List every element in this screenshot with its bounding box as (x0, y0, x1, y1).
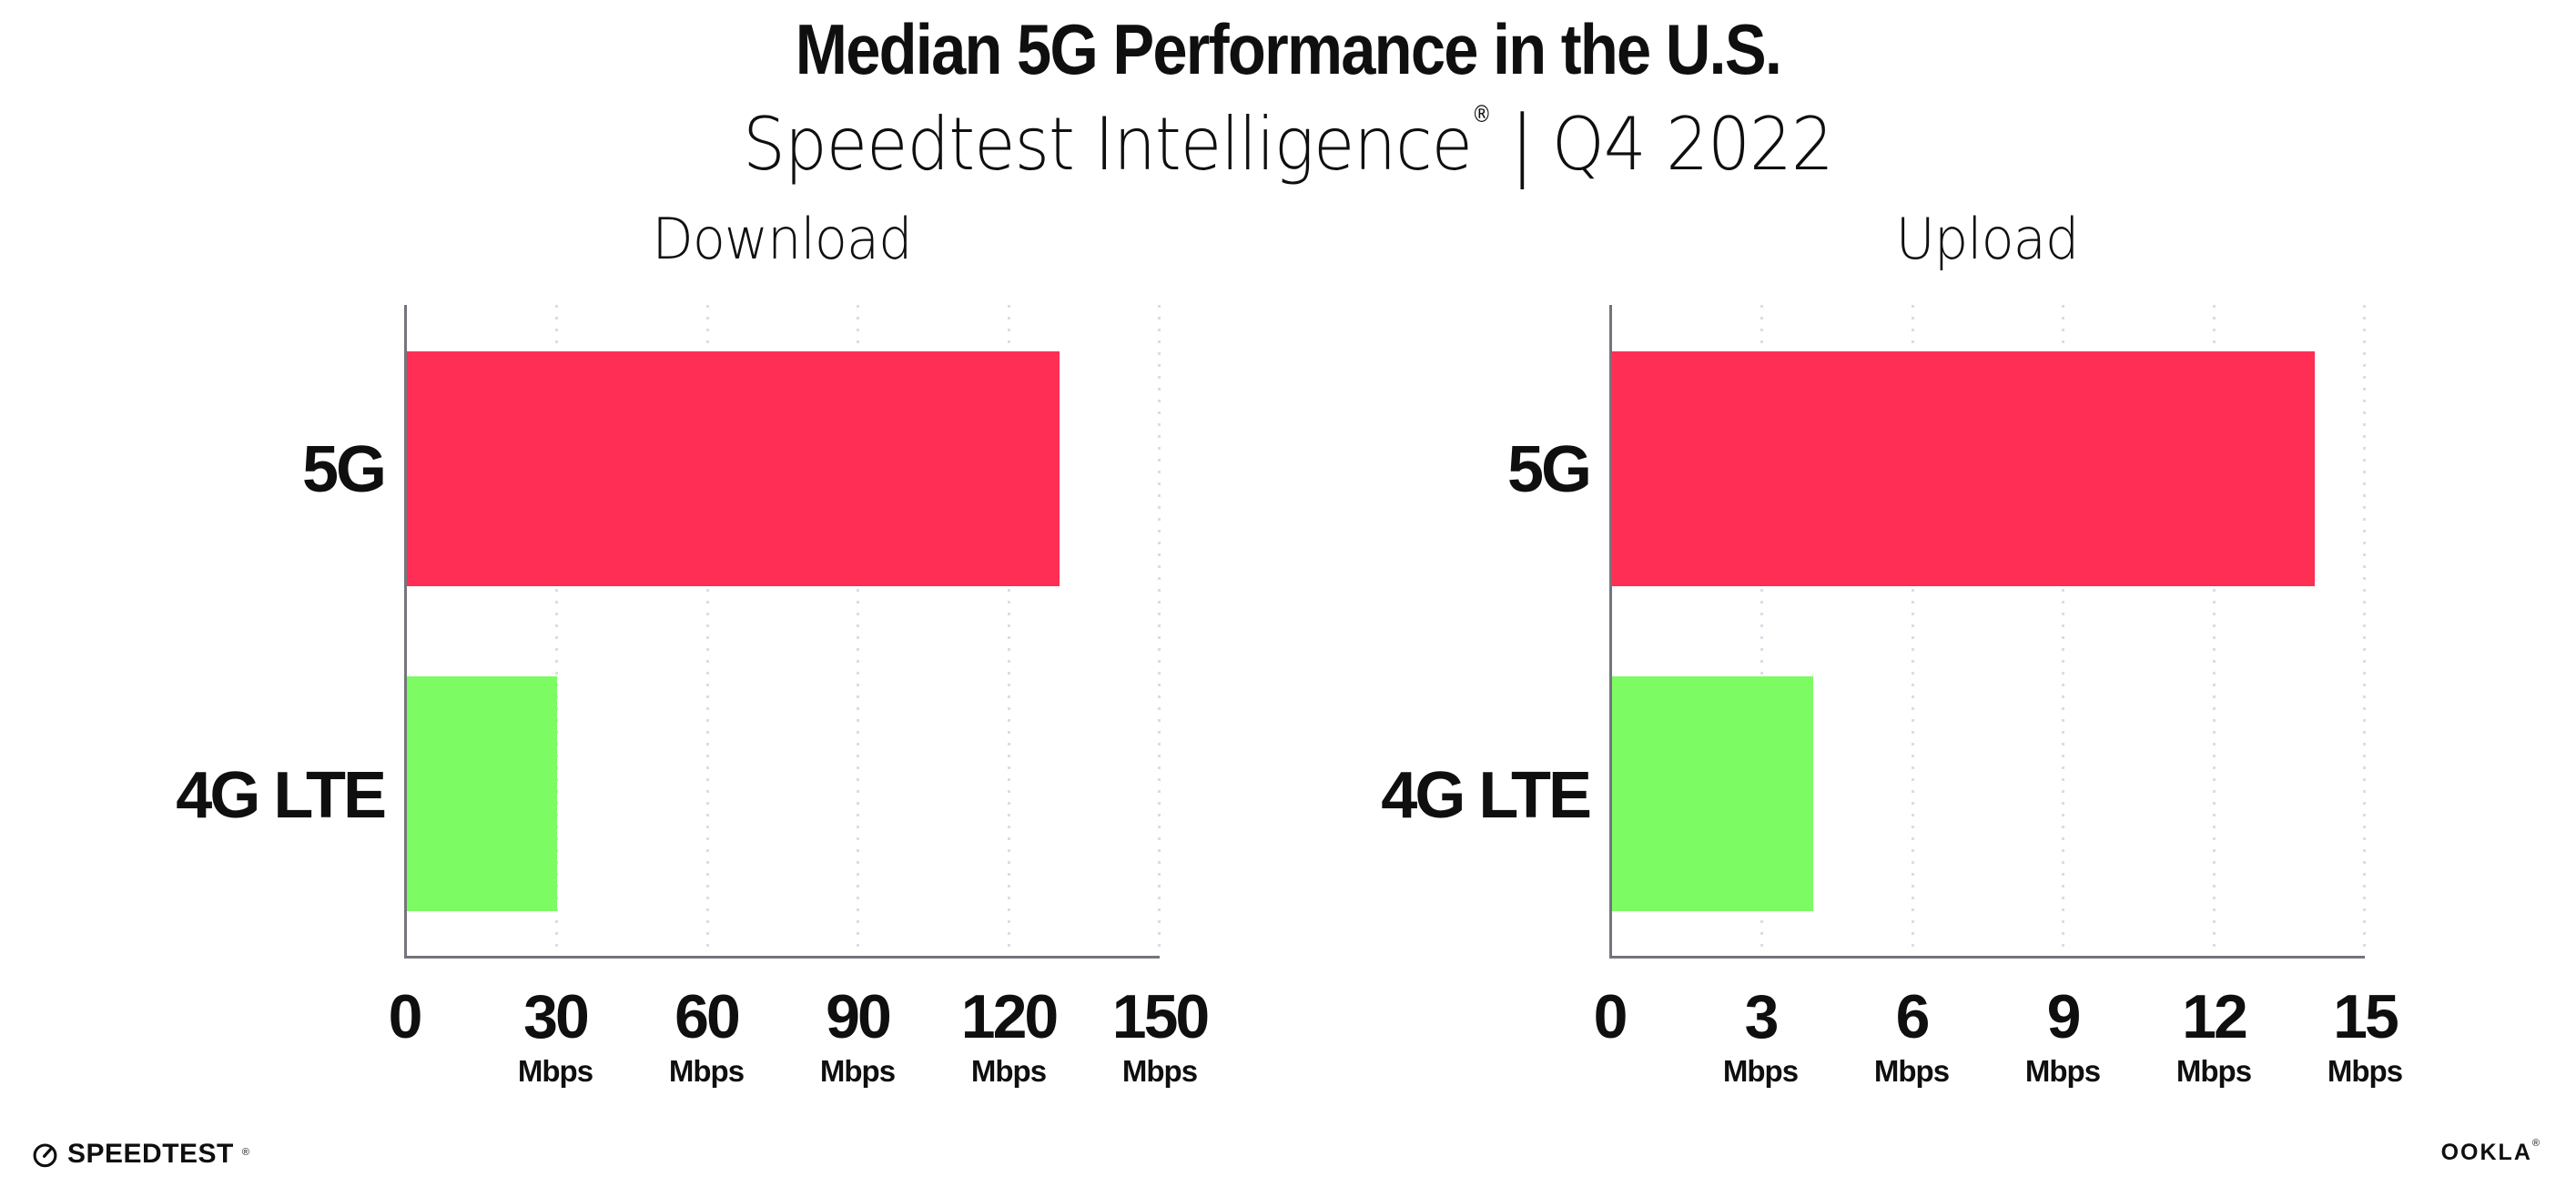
x-tick: 120 Mbps (960, 982, 1059, 1088)
speedtest-wordmark: SPEEDTEST (67, 1139, 234, 1169)
x-tick: 6 Mbps (1873, 982, 1950, 1088)
x-tick: 0 (388, 982, 423, 1051)
gridline (705, 305, 709, 956)
upload-x-axis-ticks: 0 3 Mbps 6 Mbps 9 Mbps 12 Mbps 15 Mbps (1594, 982, 2404, 1113)
x-tick-unit: Mbps (517, 1054, 593, 1088)
x-tick-unit: Mbps (1873, 1054, 1950, 1088)
gridline (2062, 305, 2065, 956)
speedtest-logo: SPEEDTEST ® (31, 1139, 249, 1170)
x-tick-unit: Mbps (819, 1054, 896, 1088)
subtitle-period: Q4 2022 (1551, 102, 1834, 187)
ookla-registered-mark: ® (2531, 1138, 2541, 1149)
ookla-wordmark: OOKLA (2440, 1140, 2532, 1165)
x-tick: 30 Mbps (518, 986, 593, 1086)
x-tick-value: 30 (523, 982, 590, 1051)
x-tick-value: 150 (1111, 982, 1210, 1051)
x-tick: 90 Mbps (819, 982, 896, 1088)
speedtest-gauge-icon (33, 1142, 57, 1167)
bar-4g-lte (407, 676, 558, 912)
gridline (2212, 305, 2216, 956)
x-tick: 15 Mbps (2327, 982, 2403, 1088)
x-tick: 0 (1593, 982, 1628, 1051)
x-tick-value: 15 (2333, 982, 2399, 1051)
gridline (1158, 305, 1161, 956)
x-tick-unit: Mbps (2175, 1054, 2252, 1088)
x-tick: 12 Mbps (2175, 982, 2252, 1088)
download-plot-area (404, 305, 1161, 959)
upload-chart-title: Upload (1895, 206, 2080, 272)
gridline (857, 305, 860, 956)
download-chart: Download 5G 4G LTE 0 30 Mbps 60 Mbps 90 Mbps 12… (167, 206, 1211, 1120)
upload-plot-area (1609, 305, 2366, 959)
x-tick-unit: Mbps (2024, 1054, 2101, 1088)
x-tick-value: 90 (826, 982, 892, 1051)
gridline (1760, 305, 1764, 956)
upload-y-axis-labels: 5G 4G LTE (1373, 305, 1592, 959)
gridline (1911, 305, 1914, 956)
page-subtitle: Speedtest Intelligence® | Q4 2022 (103, 99, 2473, 190)
bar-4g-lte (1612, 676, 1813, 912)
bar-5g (1612, 351, 2315, 586)
ookla-logo: OOKLA® (2440, 1138, 2541, 1166)
gridline (1007, 305, 1010, 956)
page-title: Median 5G Performance in the U.S. (795, 9, 1782, 89)
x-tick-value: 12 (2182, 982, 2248, 1051)
x-tick-unit: Mbps (1121, 1054, 1198, 1088)
subtitle-separator: | (1509, 99, 1535, 190)
download-chart-title: Download (652, 206, 912, 272)
x-tick-unit: Mbps (2327, 1054, 2403, 1088)
download-y-axis-labels: 5G 4G LTE (167, 305, 387, 959)
bar-5g (407, 351, 1060, 586)
x-tick-value: 0 (388, 982, 423, 1051)
x-tick-unit: Mbps (668, 1054, 745, 1088)
x-tick: 150 Mbps (1111, 982, 1210, 1088)
download-x-axis-ticks: 0 30 Mbps 60 Mbps 90 Mbps 120 Mbps 150 Mbps (389, 982, 1211, 1113)
category-label-5g: 5G (1506, 432, 1592, 506)
x-tick: 9 Mbps (2024, 982, 2101, 1088)
gridline (555, 305, 559, 956)
x-tick-unit: Mbps (1722, 1054, 1799, 1088)
x-tick-value: 120 (960, 982, 1059, 1051)
x-tick: 60 Mbps (668, 982, 745, 1088)
x-tick-value: 60 (674, 982, 741, 1051)
gridline (2363, 305, 2366, 956)
x-tick: 3 Mbps (1722, 982, 1799, 1088)
category-label-5g: 5G (301, 432, 387, 506)
registered-trademark-symbol: ® (1472, 101, 1492, 128)
x-tick-value: 9 (2046, 982, 2082, 1051)
category-label-4g-lte: 4G LTE (176, 759, 387, 833)
subtitle-brand: Speedtest Intelligence (743, 102, 1473, 187)
category-label-4g-lte: 4G LTE (1381, 759, 1592, 833)
x-tick-value: 0 (1593, 982, 1628, 1051)
x-tick-unit: Mbps (970, 1054, 1047, 1088)
speedtest-registered-mark: ® (241, 1147, 249, 1158)
upload-chart: Upload 5G 4G LTE 0 3 Mbps 6 Mbps 9 Mbps 12 Mbps 1… (1373, 206, 2404, 1120)
x-tick-value: 6 (1895, 982, 1931, 1051)
x-tick-value: 3 (1744, 982, 1780, 1051)
